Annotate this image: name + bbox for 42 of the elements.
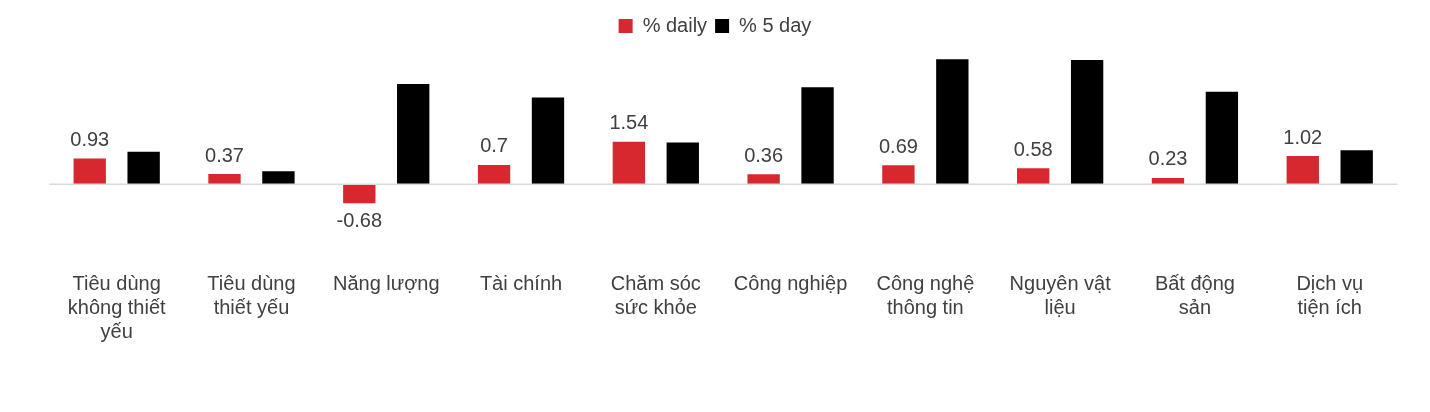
bar — [801, 87, 834, 185]
data-label: 0.23 — [1148, 147, 1188, 170]
data-label: 0.37 — [205, 143, 244, 166]
bar — [208, 174, 241, 185]
bar — [397, 83, 430, 185]
bar — [343, 184, 376, 204]
data-label: 0.69 — [878, 134, 918, 157]
bar — [612, 141, 646, 185]
x-tick-label: Tiêu dùng thiết yếu — [207, 271, 296, 318]
x-tick-label: Dịch vụ tiện ích — [1296, 271, 1364, 318]
bar — [531, 97, 565, 185]
data-label: -0.68 — [336, 208, 383, 231]
bar — [1070, 60, 1104, 185]
x-tick-label: Nguyên vật liệu — [1009, 271, 1112, 318]
x-tick-label: Tài chính — [479, 271, 563, 294]
data-label: 0.7 — [480, 134, 508, 157]
x-tick-label: Công nghiệp — [733, 271, 848, 294]
bar — [936, 59, 969, 185]
bar — [262, 171, 295, 185]
x-tick-label: Tiêu dùng không thiết yếu — [67, 271, 167, 342]
bar — [1286, 156, 1319, 185]
x-tick-label: Năng lượng — [332, 271, 440, 294]
bar — [1340, 150, 1373, 185]
x-tick-label: Chăm sóc sức khỏe — [610, 271, 701, 318]
data-label: 0.36 — [744, 143, 784, 166]
x-tick-label: Công nghệ thông tin — [876, 271, 975, 318]
bar — [666, 142, 699, 185]
legend-label: % 5 day — [739, 13, 812, 36]
data-label: 1.02 — [1283, 125, 1323, 148]
data-label: 0.58 — [1013, 137, 1053, 160]
data-label: 1.54 — [609, 111, 649, 134]
bar — [747, 174, 780, 185]
bar — [1205, 91, 1239, 185]
legend-label: % daily — [642, 13, 708, 36]
x-tick-label: Bất động sản — [1154, 271, 1235, 318]
bar — [477, 164, 511, 185]
bar — [1017, 168, 1050, 185]
data-label: 0.93 — [70, 128, 110, 151]
bar — [127, 151, 160, 185]
bar — [73, 158, 106, 185]
bar — [1151, 177, 1185, 185]
bar — [882, 165, 915, 185]
